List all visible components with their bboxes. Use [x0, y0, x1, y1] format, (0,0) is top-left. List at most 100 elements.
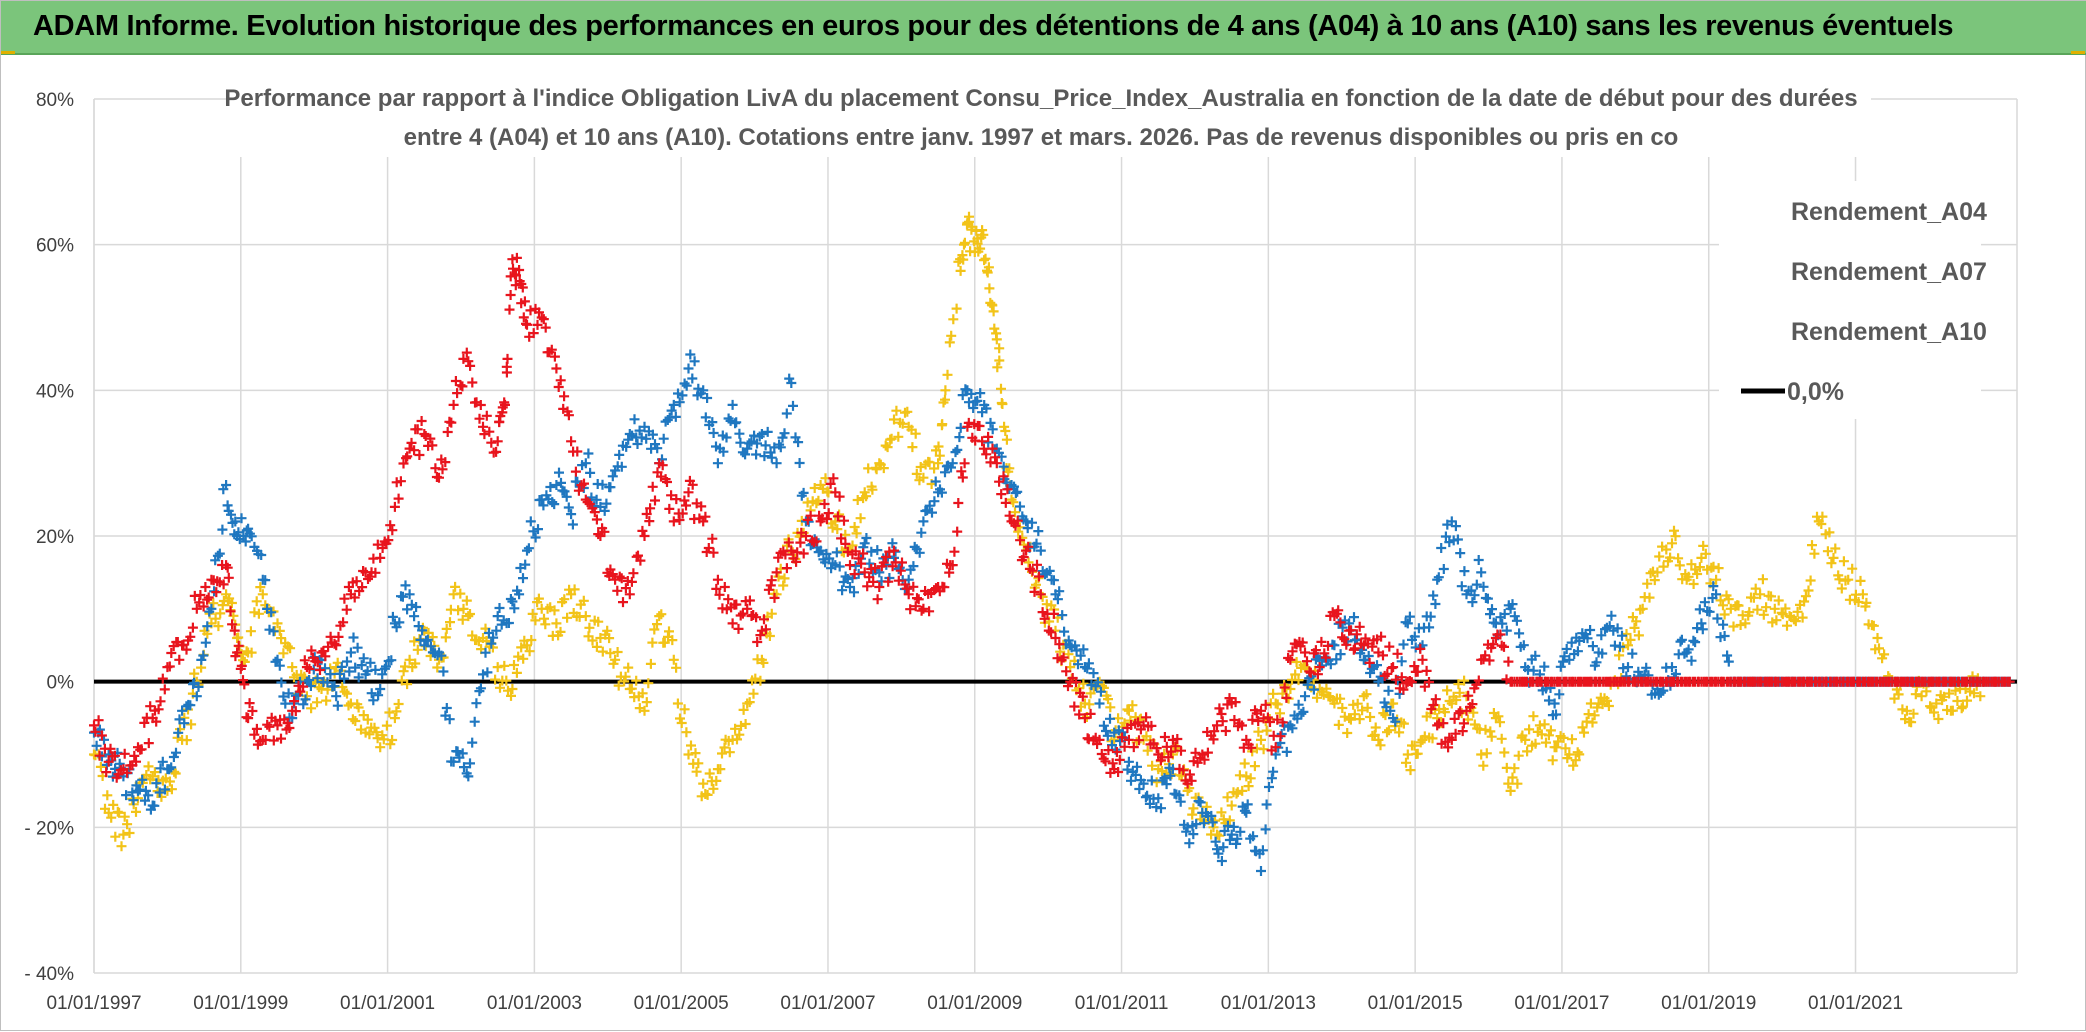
point-rendement-a04: [1495, 717, 1505, 728]
point-rendement-a10: [389, 501, 400, 512]
point-rendement-a10: [299, 655, 310, 666]
point-rendement-a07: [1551, 709, 1561, 720]
point-rendement-a10: [897, 557, 907, 568]
point-rendement-a07: [320, 663, 330, 674]
point-rendement-a04: [874, 458, 885, 469]
point-rendement-a04: [1826, 558, 1837, 569]
point-rendement-a07: [583, 448, 594, 459]
point-rendement-a10: [805, 510, 816, 521]
point-rendement-a10: [974, 421, 985, 431]
point-rendement-a04: [249, 607, 260, 618]
point-rendement-a10: [1035, 589, 1046, 600]
point-rendement-a10: [645, 503, 656, 514]
chart-title-line-2: entre 4 (A04) et 10 ans (A10). Cotations…: [404, 124, 1679, 151]
point-rendement-a04: [1520, 734, 1531, 745]
point-rendement-a04: [1373, 734, 1384, 745]
point-rendement-a04: [736, 720, 746, 731]
point-rendement-a04: [393, 699, 404, 709]
point-rendement-a10: [1004, 510, 1015, 521]
point-rendement-a07: [1175, 796, 1186, 807]
point-rendement-a07: [173, 727, 184, 738]
point-rendement-a07: [966, 388, 977, 399]
point-rendement-a04: [933, 458, 944, 469]
point-rendement-a04: [533, 593, 544, 604]
point-rendement-a10: [185, 631, 196, 642]
point-rendement-a07: [985, 417, 996, 428]
point-rendement-a07: [1218, 842, 1229, 853]
point-rendement-a10: [903, 589, 914, 600]
point-rendement-a04: [1733, 600, 1744, 611]
point-rendement-a04: [549, 605, 560, 616]
point-rendement-a04: [1836, 583, 1847, 594]
point-rendement-a10: [105, 743, 116, 754]
point-rendement-a04: [210, 613, 221, 624]
point-rendement-a04: [958, 254, 969, 265]
point-rendement-a04: [672, 698, 683, 709]
point-rendement-a04: [1723, 594, 1734, 605]
point-rendement-a10: [1202, 747, 1213, 758]
point-rendement-a04: [1572, 747, 1583, 758]
point-rendement-a04: [1568, 760, 1579, 771]
point-rendement-a04: [353, 702, 364, 713]
point-rendement-a04: [1897, 704, 1908, 715]
point-rendement-a07: [1335, 649, 1346, 660]
point-rendement-a04: [1401, 757, 1411, 768]
point-rendement-a04: [1780, 603, 1791, 614]
point-rendement-a07: [1239, 805, 1250, 816]
point-rendement-a10: [448, 399, 459, 410]
point-rendement-a04: [1142, 745, 1153, 756]
point-rendement-a10: [959, 458, 970, 469]
point-rendement-a07: [740, 449, 751, 460]
point-rendement-a04: [911, 468, 922, 479]
point-rendement-a10: [1345, 625, 1356, 636]
point-rendement-a07: [1010, 488, 1021, 498]
point-rendement-a07: [1623, 662, 1633, 673]
point-rendement-a04: [226, 598, 237, 608]
point-rendement-a04: [1409, 740, 1420, 751]
point-rendement-a04: [591, 641, 602, 652]
point-rendement-a07: [559, 486, 570, 497]
point-rendement-a07: [1501, 625, 1512, 636]
point-rendement-a10: [769, 592, 780, 603]
point-rendement-a04: [463, 611, 474, 622]
point-rendement-a10: [551, 363, 562, 374]
y-tick-label: 40%: [36, 381, 74, 402]
legend-label: 0,0%: [1787, 378, 1844, 406]
point-rendement-a04: [513, 651, 524, 662]
point-rendement-a07: [438, 666, 449, 677]
point-rendement-a07: [775, 442, 786, 453]
point-rendement-a04: [1782, 620, 1792, 631]
point-rendement-a10: [268, 735, 279, 746]
point-rendement-a07: [1615, 641, 1625, 652]
point-rendement-a10: [304, 663, 315, 674]
point-rendement-a10: [425, 433, 436, 444]
point-rendement-a07: [1633, 666, 1644, 677]
point-rendement-a04: [1345, 714, 1356, 725]
point-rendement-a10: [612, 585, 623, 596]
point-rendement-a04: [1673, 553, 1684, 564]
y-tick-label: - 40%: [24, 964, 74, 985]
point-rendement-a04: [499, 660, 510, 671]
point-rendement-a10: [370, 567, 381, 578]
point-rendement-a04: [897, 418, 908, 429]
point-rendement-a07: [1146, 775, 1157, 786]
point-rendement-a04: [1777, 609, 1788, 620]
point-rendement-a10: [351, 576, 362, 587]
point-rendement-a10: [913, 594, 924, 605]
point-rendement-a04: [717, 748, 727, 759]
point-rendement-a10: [811, 536, 822, 547]
point-rendement-a07: [331, 691, 342, 702]
point-rendement-a10: [1304, 666, 1315, 677]
point-rendement-a04: [1803, 585, 1814, 596]
x-tick-label: 01/01/2011: [1075, 993, 1169, 1014]
point-rendement-a10: [635, 555, 646, 566]
point-rendement-a10: [1376, 631, 1387, 642]
point-rendement-a04: [1151, 777, 1162, 788]
point-rendement-a07: [482, 667, 493, 678]
point-rendement-a04: [834, 509, 845, 520]
point-rendement-a07: [256, 550, 267, 560]
point-rendement-a07: [1539, 661, 1550, 672]
point-rendement-a10: [792, 547, 803, 558]
x-tick-label: 01/01/2015: [1368, 993, 1463, 1014]
point-rendement-a10: [579, 478, 589, 489]
